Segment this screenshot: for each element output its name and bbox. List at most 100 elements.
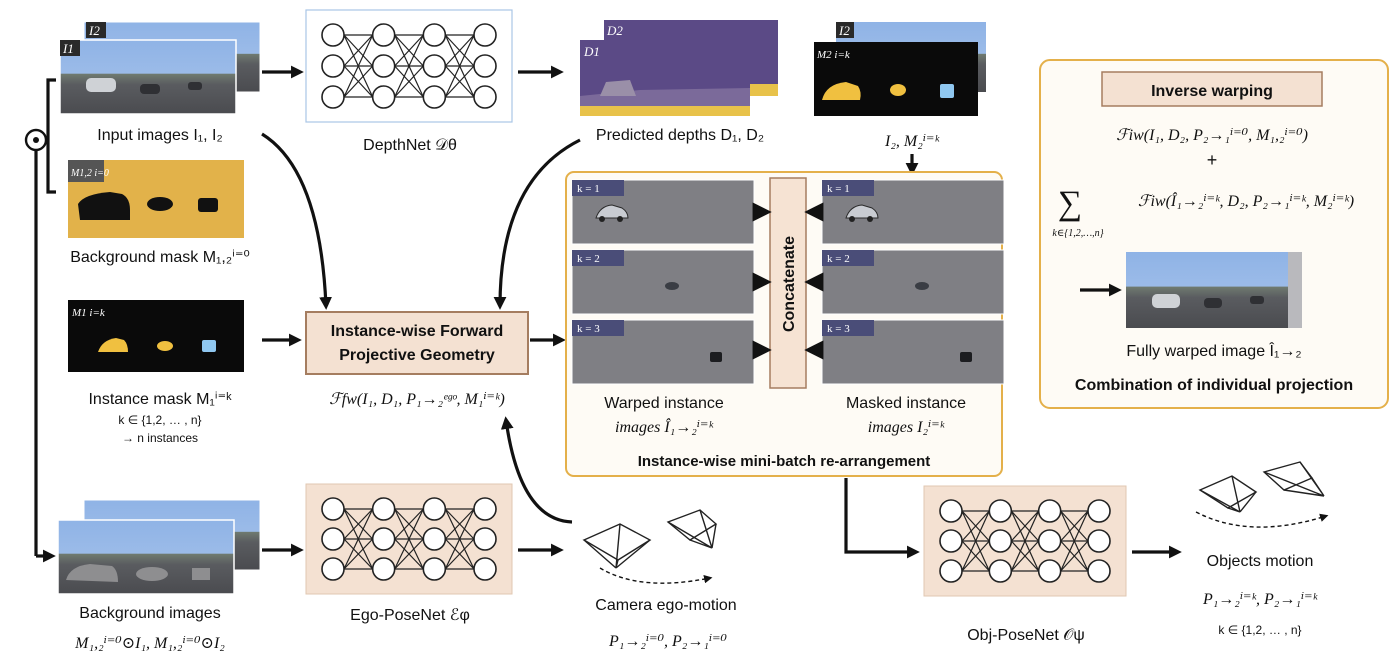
combination-caption: Combination of individual projection <box>1075 377 1353 394</box>
background-images <box>57 499 261 595</box>
ego-posenet-network <box>305 483 513 595</box>
fully-warped-caption: Fully warped image Î₁→₂ <box>1126 341 1301 360</box>
network-node <box>321 527 345 551</box>
network-node <box>321 54 345 78</box>
obj-posenet-caption: Obj-PoseNet 𝒪ψ <box>967 627 1085 644</box>
network-edge <box>961 510 990 572</box>
network-node <box>473 497 497 521</box>
network-edge <box>394 65 424 98</box>
input-images: I2 I1 <box>59 21 261 115</box>
forward-box-line-2: Projective Geometry <box>339 347 495 364</box>
background-mask-image: M1,2 i=0 <box>68 160 244 238</box>
network-node <box>1087 529 1111 553</box>
network-node <box>1087 559 1111 583</box>
camera-frustum-icon <box>582 509 718 584</box>
network-node <box>321 557 345 581</box>
network-node <box>371 557 396 581</box>
objects-motion-caption: Objects motion <box>1207 553 1314 570</box>
network-edge <box>444 508 475 570</box>
network-node <box>1037 499 1062 523</box>
i2-m2-caption: I₂, M₂ⁱ⁼ᵏ <box>884 133 940 150</box>
input-image-tag-2: I2 <box>88 23 100 38</box>
network-node <box>371 54 396 78</box>
input-image-tag-1: I1 <box>62 41 74 56</box>
network-node <box>422 557 447 581</box>
network-node <box>371 497 396 521</box>
masked-k-label-box <box>822 250 874 266</box>
obj-posenet-network <box>923 485 1127 597</box>
camera-ego-motion-formula: P₁→₂ⁱ⁼⁰, P₂→₁ⁱ⁼⁰ <box>608 633 728 650</box>
network-node <box>939 559 963 583</box>
masked-car-instance <box>915 282 929 290</box>
network-node <box>473 557 497 581</box>
forward-box-formula: ℱfw(I₁, D₁, P₁→₂ᵉᵍᵒ, M₁ⁱ⁼ᵏ) <box>329 391 505 408</box>
warped-k-label-box <box>572 250 624 266</box>
warped-k-label: k = 1 <box>577 183 600 195</box>
network-edge <box>1060 510 1089 542</box>
network-node <box>321 85 345 109</box>
network-node <box>473 527 497 551</box>
background-mask-tag: M1,2 i=0 <box>70 168 109 179</box>
network-edge <box>343 538 374 570</box>
network-edge <box>394 34 424 67</box>
masked-car-instance <box>960 352 972 362</box>
multiply-wiring <box>24 78 56 563</box>
inverse-warping-title: Inverse warping <box>1151 83 1273 100</box>
network-edge <box>394 538 424 570</box>
concatenate-label: Concatenate <box>781 236 798 332</box>
fully-warped-image <box>1126 252 1302 328</box>
instance-mask-image: M1 i=k <box>68 300 244 372</box>
warped-car-instance <box>710 352 722 362</box>
network-node <box>939 499 963 523</box>
background-images-formula: M₁,₂ⁱ⁼⁰⊙I₁, M₁,₂ⁱ⁼⁰⊙I₂ <box>74 635 225 652</box>
network-edge <box>1060 510 1089 572</box>
network-node <box>988 529 1013 553</box>
depthnet-caption: DepthNet 𝒟θ <box>363 137 457 154</box>
objects-motion-formula: P₁→₂ⁱ⁼ᵏ, P₂→₁ⁱ⁼ᵏ <box>1202 591 1319 608</box>
network-edge <box>343 34 374 98</box>
ego-posenet-caption: Ego-PoseNet ℰφ <box>350 607 470 624</box>
instance-mask-k-range: k ∈ {1,2, … , n} <box>118 413 201 427</box>
masked-k-label-box <box>822 320 874 336</box>
warped-instance-panels: k = 1 k = 2 k = 3 <box>571 179 755 385</box>
network-node <box>988 499 1013 523</box>
network-node <box>422 23 447 47</box>
network-edge <box>343 508 374 540</box>
forward-box-line-1: Instance-wise Forward <box>331 323 504 340</box>
network-node <box>988 559 1013 583</box>
warped-caption-line-2: images Î₁→₂ⁱ⁼ᵏ <box>615 417 714 436</box>
warped-car-instance <box>665 282 679 290</box>
network-edge <box>1010 540 1040 572</box>
sum-subscript: k∈{1,2,…,n} <box>1052 228 1103 239</box>
depth-tag-1: D1 <box>583 44 600 59</box>
warped-caption-line-1: Warped instance <box>604 395 724 412</box>
network-edge <box>444 508 475 540</box>
masked-k-label: k = 2 <box>827 253 850 265</box>
network-edge <box>394 508 424 540</box>
network-edge <box>343 34 374 67</box>
network-node <box>422 54 447 78</box>
warped-car-instance <box>595 204 629 219</box>
masked-caption-line-2: images I₂ⁱ⁼ᵏ <box>868 419 946 436</box>
instance-mask-caption: Instance mask M₁ⁱ⁼ᵏ <box>88 391 232 408</box>
warped-k-label: k = 3 <box>577 323 600 335</box>
network-edge <box>394 508 424 570</box>
i2-and-instance-masks: I2 M2 i=k <box>814 22 986 116</box>
inverse-formula-2: ℱiw(Î₁→₂ⁱ⁼ᵏ, D₂, P₂→₁ⁱ⁼ᵏ, M₂ⁱ⁼ᵏ) <box>1138 191 1354 210</box>
masked-instance-panels: k = 1 k = 2 k = 3 <box>821 179 1005 385</box>
warped-k-label: k = 2 <box>577 253 600 265</box>
inverse-warping-title-box <box>1101 71 1323 107</box>
sum-symbol: ∑ <box>1058 185 1082 222</box>
masked-k-label: k = 3 <box>827 323 850 335</box>
network-edge <box>343 508 374 570</box>
network-node <box>473 85 497 109</box>
network-node <box>321 497 345 521</box>
masked-k-label-box <box>822 180 874 196</box>
i2-tag: I2 <box>838 23 850 38</box>
predicted-depth-maps: D2 D1 <box>580 20 778 116</box>
network-node <box>321 23 345 47</box>
network-node <box>1087 499 1111 523</box>
concatenate-box <box>769 177 807 389</box>
masked-k-label: k = 1 <box>827 183 850 195</box>
